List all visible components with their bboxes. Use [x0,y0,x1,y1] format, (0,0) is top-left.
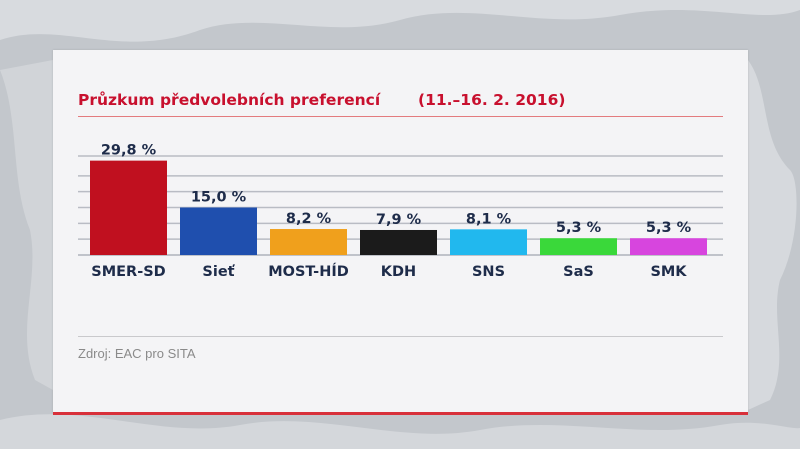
chart-title: Průzkum předvolebních preferencí [78,91,381,109]
bar-value-label: 8,1 % [466,211,512,227]
chart-value-labels: 29,8 % 15,0 % 8,2 % 7,9 % 8,1 % 5,3 % 5,3 % [101,143,692,237]
category-label: SaS [563,264,594,280]
chart-date: (11.–16. 2. 2016) [418,91,566,109]
category-label: SNS [472,264,505,280]
source-note: Zdroj: EAC pro SITA [78,346,196,361]
card-accent-line [53,412,748,415]
bar-most-h-d [270,229,347,255]
bar-chart: 29,8 % 15,0 % 8,2 % 7,9 % 8,1 % 5,3 % 5,3 % SM… [78,143,723,280]
bar-sas [540,238,617,255]
category-label: Sieť [202,264,235,280]
title-divider [78,116,723,117]
chart-card: Průzkum předvolebních preferencí (11.–16… [53,50,748,413]
bar-smk [630,238,707,255]
bar-sie- [180,207,257,255]
bar-value-label: 7,9 % [376,212,422,228]
bar-value-label: 5,3 % [646,220,692,236]
chart-category-labels: SMER-SD Sieť MOST-HÍD KDH SNS SaS SMK [91,263,687,280]
category-label: SMER-SD [91,264,165,280]
bar-sns [450,229,527,255]
bar-value-label: 29,8 % [101,143,157,159]
category-label: KDH [381,264,416,280]
bar-smer-sd [90,160,167,255]
chart-bars [90,160,707,255]
category-label: SMK [650,264,687,280]
bar-kdh [360,229,437,255]
source-divider [78,336,723,337]
bar-value-label: 8,2 % [286,211,332,227]
bar-value-label: 5,3 % [556,220,602,236]
category-label: MOST-HÍD [268,263,349,280]
bar-value-label: 15,0 % [191,190,247,206]
